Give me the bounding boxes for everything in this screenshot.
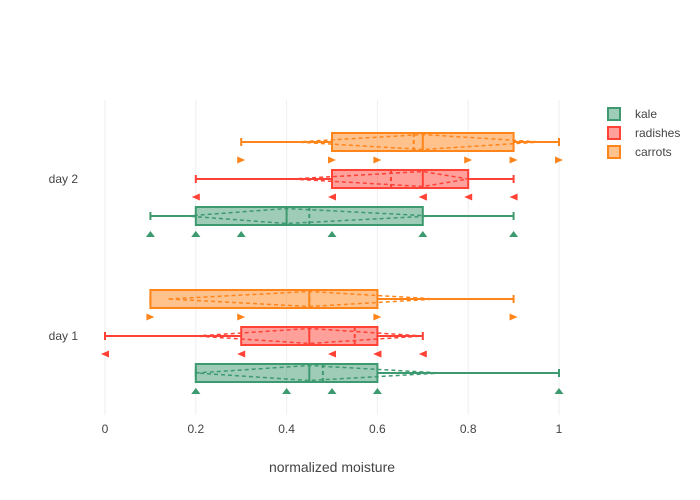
box-radishes-day-1[interactable] (104, 326, 424, 346)
point-marker-radishes (101, 350, 109, 358)
legend-label: kale (635, 107, 657, 121)
x-tick-label: 1 (556, 422, 563, 436)
box-kale-day-2[interactable] (149, 206, 515, 226)
point-marker-carrots (237, 313, 246, 321)
point-marker-kale (327, 388, 337, 394)
notch-diamond (295, 133, 541, 151)
notch-diamond (291, 170, 469, 188)
box-traces[interactable] (104, 132, 560, 383)
point-marker-carrots (555, 156, 563, 164)
point-marker-radishes (328, 193, 336, 201)
legend-label: radishes (635, 126, 680, 140)
legend-item-kale[interactable]: kale (607, 107, 657, 121)
point-marker-radishes (464, 193, 473, 201)
x-tick-label: 0.8 (460, 422, 477, 436)
grid-lines (104, 100, 560, 415)
point-marker-kale (191, 388, 201, 394)
legend[interactable]: kale radishes carrots (607, 107, 680, 159)
point-marker-radishes (509, 193, 518, 201)
legend-item-radishes[interactable]: radishes (607, 126, 680, 140)
box-body (149, 289, 379, 309)
point-marker-carrots (328, 156, 336, 164)
y-category-label: day 1 (49, 329, 79, 343)
y-axis-categories: day 1 day 2 (49, 172, 79, 343)
point-marker-kale (282, 388, 292, 394)
legend-swatch (607, 107, 621, 121)
point-marker-kale (191, 231, 201, 237)
x-tick-label: 0 (102, 422, 109, 436)
notch-diamond (168, 290, 437, 308)
box-kale-day-1[interactable] (194, 363, 560, 383)
point-marker-radishes (373, 350, 382, 358)
point-marker-carrots (237, 156, 246, 164)
point-marker-kale (509, 231, 519, 237)
point-marker-carrots (509, 156, 518, 164)
x-tick-label: 0.6 (369, 422, 386, 436)
point-marker-kale (236, 231, 246, 237)
point-marker-radishes (418, 350, 427, 358)
notch-diamond (186, 207, 432, 225)
point-markers (101, 156, 564, 394)
point-marker-kale (554, 388, 564, 394)
point-marker-carrots (464, 156, 473, 164)
y-category-label: day 2 (49, 172, 79, 186)
legend-swatch (607, 145, 621, 159)
x-axis-title: normalized moisture (269, 459, 395, 475)
point-marker-carrots (509, 313, 518, 321)
x-axis-ticks: 0 0.2 0.4 0.6 0.8 1 (102, 422, 563, 436)
point-marker-kale (418, 231, 428, 237)
point-marker-carrots (373, 156, 382, 164)
point-marker-radishes (418, 193, 427, 201)
point-marker-kale (145, 231, 155, 237)
point-marker-radishes (328, 350, 336, 358)
point-marker-carrots (146, 313, 155, 321)
point-marker-kale (327, 231, 337, 237)
notch-diamond (195, 327, 423, 345)
point-marker-kale (372, 388, 382, 394)
point-marker-carrots (373, 313, 382, 321)
x-tick-label: 0.2 (187, 422, 204, 436)
point-marker-radishes (191, 193, 200, 201)
box-carrots-day-2[interactable] (240, 132, 560, 152)
point-marker-radishes (237, 350, 246, 358)
box-carrots-day-1[interactable] (149, 289, 515, 309)
notch-diamond (195, 364, 442, 382)
legend-swatch (607, 126, 621, 140)
legend-item-carrots[interactable]: carrots (607, 145, 672, 159)
x-tick-label: 0.4 (278, 422, 295, 436)
legend-label: carrots (635, 145, 672, 159)
box-radishes-day-2[interactable] (194, 169, 515, 189)
